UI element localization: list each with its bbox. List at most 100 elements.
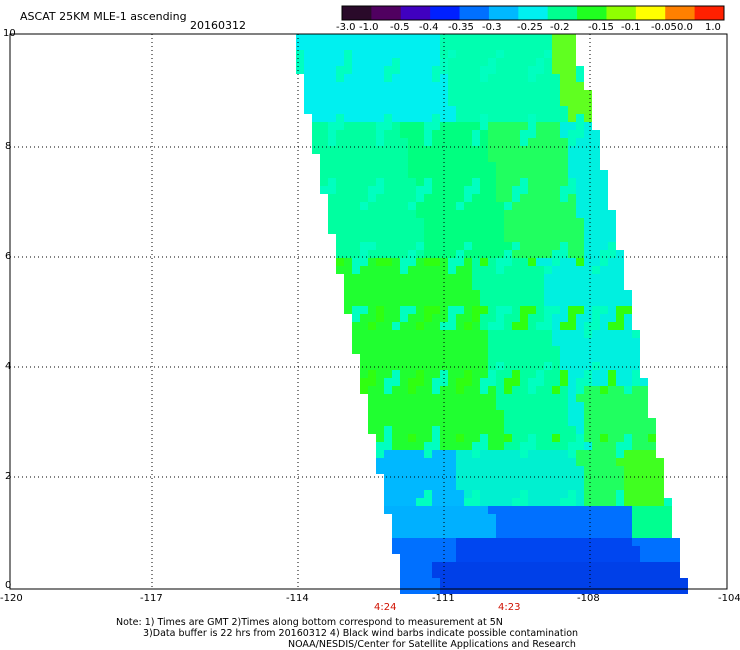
swath-cell bbox=[464, 202, 472, 210]
swath-cell bbox=[456, 538, 464, 546]
color-bar-label: -0.5 bbox=[390, 22, 410, 33]
swath-cell bbox=[608, 586, 616, 594]
swath-cell bbox=[424, 250, 432, 258]
swath-cell bbox=[616, 554, 624, 562]
swath-cell bbox=[400, 58, 408, 66]
swath-cell bbox=[552, 74, 560, 82]
swath-cell bbox=[424, 114, 432, 122]
swath-cell bbox=[528, 458, 536, 466]
swath-cell bbox=[424, 410, 432, 418]
swath-cell bbox=[512, 170, 520, 178]
swath-cell bbox=[448, 394, 456, 402]
swath-cell bbox=[376, 370, 384, 378]
swath-cell bbox=[512, 586, 520, 594]
swath-cell bbox=[552, 130, 560, 138]
swath-cell bbox=[368, 274, 376, 282]
swath-cell bbox=[608, 218, 616, 226]
swath-cell bbox=[552, 402, 560, 410]
swath-cell bbox=[656, 578, 664, 586]
swath-cell bbox=[544, 538, 552, 546]
swath-cell bbox=[504, 250, 512, 258]
swath-cell bbox=[472, 306, 480, 314]
swath-cell bbox=[464, 250, 472, 258]
swath-cell bbox=[512, 514, 520, 522]
swath-cell bbox=[544, 514, 552, 522]
swath-cell bbox=[536, 178, 544, 186]
swath-cell bbox=[520, 586, 528, 594]
swath-cell bbox=[472, 298, 480, 306]
swath-cell bbox=[624, 578, 632, 586]
swath-cell bbox=[384, 42, 392, 50]
swath-cell bbox=[496, 122, 504, 130]
swath-cell bbox=[528, 170, 536, 178]
swath-cell bbox=[496, 402, 504, 410]
swath-cell bbox=[384, 490, 392, 498]
swath-cell bbox=[552, 226, 560, 234]
swath-cell bbox=[416, 386, 424, 394]
swath-cell bbox=[384, 186, 392, 194]
swath-cell bbox=[432, 162, 440, 170]
swath-cell bbox=[336, 130, 344, 138]
swath-cell bbox=[392, 370, 400, 378]
swath-cell bbox=[512, 202, 520, 210]
swath-cell bbox=[376, 194, 384, 202]
color-bar-segment bbox=[606, 6, 637, 20]
swath-cell bbox=[320, 162, 328, 170]
swath-cell bbox=[496, 170, 504, 178]
swath-cell bbox=[584, 258, 592, 266]
swath-cell bbox=[552, 202, 560, 210]
swath-cell bbox=[416, 98, 424, 106]
swath-cell bbox=[576, 402, 584, 410]
swath-cell bbox=[648, 426, 656, 434]
chart-title: ASCAT 25KM MLE-1 ascending bbox=[20, 10, 187, 23]
swath-cell bbox=[352, 162, 360, 170]
swath-cell bbox=[520, 394, 528, 402]
swath-cell bbox=[392, 138, 400, 146]
swath-cell bbox=[392, 362, 400, 370]
swath-cell bbox=[432, 570, 440, 578]
swath-cell bbox=[520, 482, 528, 490]
swath-cell bbox=[592, 250, 600, 258]
swath-cell bbox=[616, 578, 624, 586]
swath-cell bbox=[456, 554, 464, 562]
swath-cell bbox=[416, 210, 424, 218]
swath-cell bbox=[536, 234, 544, 242]
swath-cell bbox=[528, 402, 536, 410]
swath-cell bbox=[536, 282, 544, 290]
swath-cell bbox=[560, 74, 568, 82]
swath-cell bbox=[536, 554, 544, 562]
swath-cell bbox=[616, 538, 624, 546]
swath-cell bbox=[448, 50, 456, 58]
swath-cell bbox=[456, 122, 464, 130]
swath-cell bbox=[584, 458, 592, 466]
swath-cell bbox=[568, 194, 576, 202]
swath-cell bbox=[480, 186, 488, 194]
swath-cell bbox=[464, 546, 472, 554]
swath-cell bbox=[544, 474, 552, 482]
swath-cell bbox=[528, 514, 536, 522]
swath-cell bbox=[360, 274, 368, 282]
swath-cell bbox=[512, 338, 520, 346]
swath-cell bbox=[392, 42, 400, 50]
swath-cell bbox=[632, 354, 640, 362]
swath-cell bbox=[472, 130, 480, 138]
swath-cell bbox=[512, 34, 520, 42]
swath-cell bbox=[544, 402, 552, 410]
swath-cell bbox=[432, 402, 440, 410]
swath-cell bbox=[552, 266, 560, 274]
swath-cell bbox=[512, 226, 520, 234]
swath-cell bbox=[368, 130, 376, 138]
swath-cell bbox=[488, 274, 496, 282]
swath-cell bbox=[544, 162, 552, 170]
swath-cell bbox=[544, 266, 552, 274]
swath-cell bbox=[560, 586, 568, 594]
swath-cell bbox=[576, 482, 584, 490]
swath-cell bbox=[456, 426, 464, 434]
swath-cell bbox=[352, 170, 360, 178]
swath-cell bbox=[432, 426, 440, 434]
swath-cell bbox=[488, 42, 496, 50]
color-bar-segment bbox=[635, 6, 666, 20]
swath-cell bbox=[528, 194, 536, 202]
swath-cell bbox=[392, 490, 400, 498]
swath-cell bbox=[520, 314, 528, 322]
